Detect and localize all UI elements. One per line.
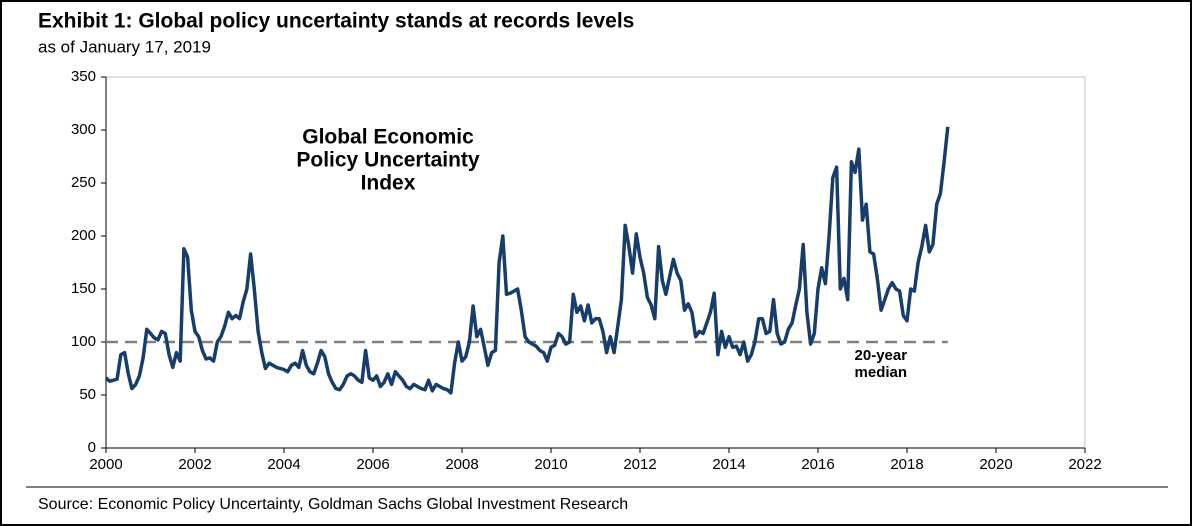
x-tick-label: 2006 [356, 456, 389, 473]
y-tick-label: 100 [71, 333, 96, 350]
series-label: Policy Uncertainty [296, 149, 480, 172]
y-tick-label: 300 [71, 121, 96, 138]
x-tick-label: 2022 [1068, 456, 1101, 473]
median-label: median [855, 364, 908, 381]
x-tick-label: 2016 [801, 456, 834, 473]
source: Source: Economic Policy Uncertainty, Gol… [38, 496, 628, 513]
median-label: 20-year [855, 347, 908, 364]
series-label: Index [361, 172, 416, 195]
x-tick-label: 2020 [979, 456, 1012, 473]
series-line [104, 126, 950, 395]
chart-title: Exhibit 1: Global policy uncertainty sta… [38, 10, 634, 33]
x-tick-label: 2018 [890, 456, 923, 473]
x-tick-label: 2012 [623, 456, 656, 473]
x-tick-label: 2014 [712, 456, 745, 473]
series-label: Global Economic [302, 126, 474, 149]
chart-subtitle: as of January 17, 2019 [38, 37, 211, 56]
y-tick-label: 50 [79, 386, 96, 403]
y-tick-label: 150 [71, 280, 96, 297]
y-tick-label: 350 [71, 68, 96, 85]
x-tick-label: 2008 [445, 456, 478, 473]
y-tick-label: 250 [71, 174, 96, 191]
y-tick-label: 0 [88, 439, 96, 456]
y-tick-label: 200 [71, 227, 96, 244]
x-tick-label: 2010 [534, 456, 567, 473]
x-tick-label: 2000 [89, 456, 122, 473]
x-tick-label: 2002 [178, 456, 211, 473]
x-tick-label: 2004 [267, 456, 300, 473]
